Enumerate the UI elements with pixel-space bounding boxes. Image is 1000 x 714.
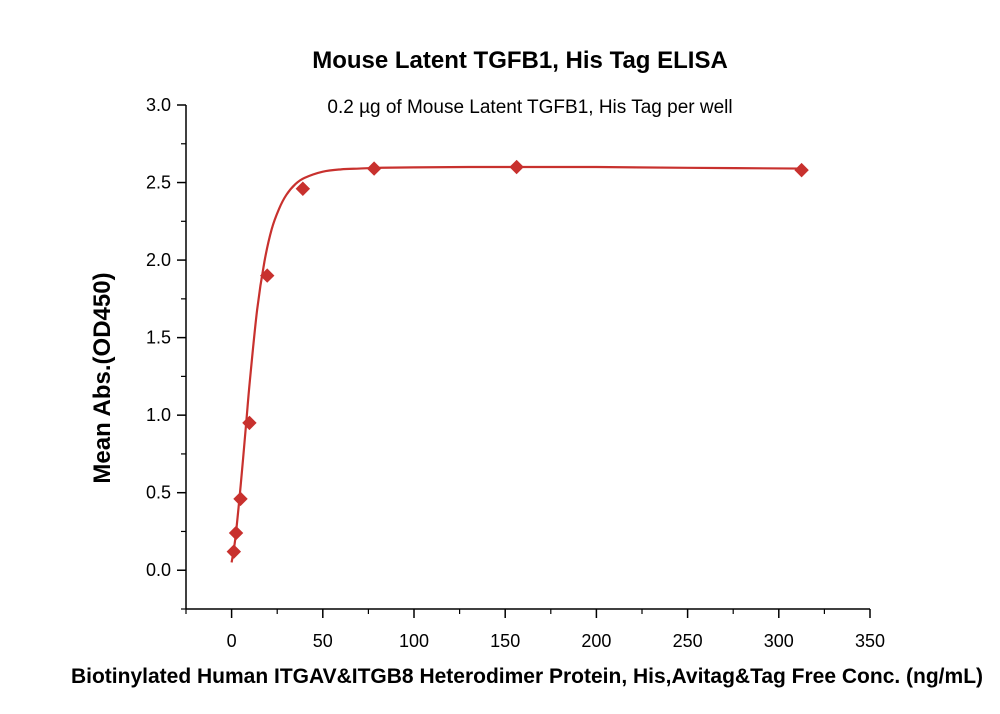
x-tick-label: 200 [581,631,611,651]
y-axis-title: Mean Abs.(OD450) [89,272,116,483]
y-tick-label: 1.5 [146,328,171,348]
y-tick-label: 1.0 [146,405,171,425]
y-tick-label: 2.5 [146,173,171,193]
axes: 0.0 0.5 1.0 1.5 2.0 2.5 3.0 0 50 100 150 200 250 300 3… [146,95,885,651]
x-tick-label: 350 [855,631,885,651]
y-tick-label: 0.5 [146,483,171,503]
y-tick-label: 3.0 [146,95,171,115]
fit-curve-layer [230,165,801,563]
chart-title: Mouse Latent TGFB1, His Tag ELISA [312,47,728,74]
y-tick-label: 0.0 [146,560,171,580]
fit-curve-line [230,165,801,563]
x-tick-label: 300 [764,631,794,651]
x-tick-label: 50 [313,631,333,651]
x-tick-label: 250 [673,631,703,651]
data-point-diamond [794,162,809,178]
data-point-diamond [242,415,257,431]
data-point-diamond [233,491,248,507]
x-axis-title: Biotinylated Human ITGAV&ITGB8 Heterodim… [71,665,983,688]
x-tick-label: 100 [399,631,429,651]
data-point-diamond [226,544,242,559]
x-tick-label: 150 [490,631,520,651]
y-tick-label: 2.0 [146,250,171,270]
data-point-diamond [366,161,382,176]
x-tick-label: 0 [227,631,237,651]
data-points-layer [226,159,809,559]
data-point-diamond [295,181,311,196]
chart-subtitle: 0.2 µg of Mouse Latent TGFB1, His Tag pe… [327,97,732,118]
data-point-diamond [228,525,244,541]
data-point-diamond [260,268,275,283]
data-point-diamond [509,159,524,175]
